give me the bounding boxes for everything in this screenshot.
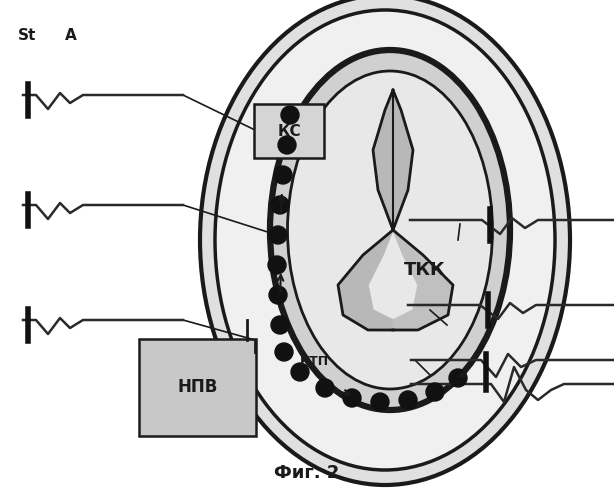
Text: КТП: КТП	[300, 355, 329, 368]
Polygon shape	[373, 90, 413, 230]
Circle shape	[269, 286, 287, 304]
Circle shape	[281, 106, 299, 124]
FancyBboxPatch shape	[139, 339, 256, 436]
Circle shape	[449, 369, 467, 387]
Polygon shape	[393, 230, 453, 330]
Polygon shape	[338, 230, 393, 330]
Ellipse shape	[287, 71, 492, 389]
Text: A: A	[65, 28, 77, 43]
Circle shape	[268, 256, 286, 274]
Circle shape	[371, 393, 389, 411]
Circle shape	[399, 391, 417, 409]
Ellipse shape	[200, 0, 570, 485]
Ellipse shape	[215, 10, 555, 470]
Circle shape	[316, 379, 334, 397]
Circle shape	[291, 363, 309, 381]
Circle shape	[274, 166, 292, 184]
Circle shape	[343, 389, 361, 407]
Ellipse shape	[270, 50, 510, 410]
Circle shape	[426, 383, 444, 401]
Text: НПВ: НПВ	[177, 378, 218, 396]
Text: ТКК: ТКК	[404, 261, 446, 279]
Text: Фиг. 2: Фиг. 2	[274, 464, 340, 482]
Circle shape	[271, 316, 289, 334]
Text: St: St	[18, 28, 36, 43]
Circle shape	[271, 196, 289, 214]
Circle shape	[269, 226, 287, 244]
Text: КС: КС	[277, 124, 301, 138]
Circle shape	[278, 136, 296, 154]
FancyBboxPatch shape	[254, 104, 324, 158]
Circle shape	[275, 343, 293, 361]
